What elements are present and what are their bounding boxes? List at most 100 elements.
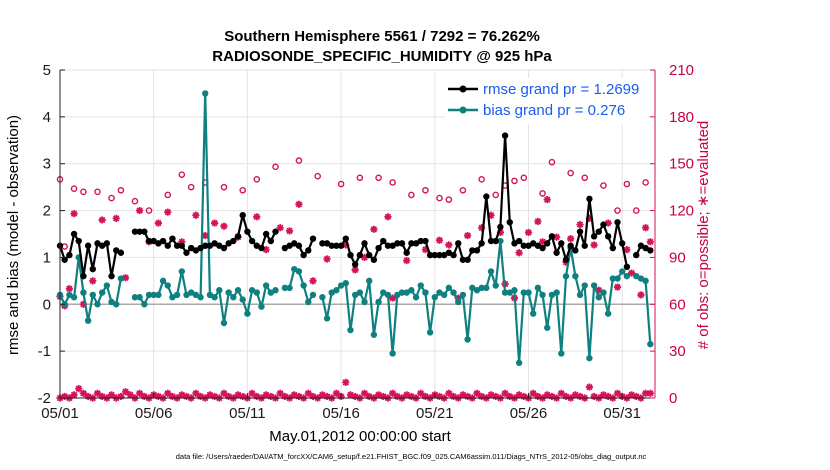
y-tick-label: 2 bbox=[43, 203, 51, 220]
bias-point bbox=[84, 317, 92, 324]
obs-evaluated-marker bbox=[323, 392, 331, 401]
obs-evaluated-marker bbox=[646, 238, 654, 246]
chart-title: Southern Hemisphere 5561 / 7292 = 76.262… bbox=[224, 28, 540, 45]
rmse-point bbox=[422, 237, 429, 245]
obs-evaluated-marker bbox=[501, 389, 509, 397]
obs-evaluated-marker bbox=[524, 228, 533, 237]
obs-evaluated-marker bbox=[421, 392, 430, 401]
obs-evaluated-marker bbox=[84, 392, 92, 401]
obs-evaluated-marker bbox=[384, 213, 392, 221]
obs-evaluated-marker bbox=[417, 389, 425, 397]
obs-evaluated-marker bbox=[351, 392, 359, 401]
obs-evaluated-marker bbox=[182, 392, 191, 401]
obs-evaluated-marker bbox=[534, 392, 542, 401]
legend-rmse-marker bbox=[459, 85, 467, 93]
obs-possible-marker bbox=[581, 174, 589, 182]
obs-evaluated-marker bbox=[487, 211, 495, 219]
rmse-point bbox=[431, 251, 439, 259]
data-file-footnote: data file: /Users/raeder/DAI/ATM_forcXX/… bbox=[176, 452, 647, 461]
rmse-point bbox=[436, 251, 443, 259]
obs-evaluated-marker bbox=[604, 392, 612, 401]
bias-point bbox=[501, 289, 509, 296]
obs-possible-marker bbox=[314, 172, 321, 180]
rmse-point bbox=[515, 237, 523, 245]
y-axis-label: rmse and bias (model - observation) bbox=[5, 115, 22, 355]
y-right-tick-label: 120 bbox=[669, 203, 694, 220]
obs-evaluated-marker bbox=[267, 392, 275, 401]
y-right-tick-label: 30 bbox=[669, 343, 686, 360]
obs-possible-marker bbox=[567, 169, 574, 177]
rmse-point bbox=[117, 249, 125, 256]
obs-evaluated-marker bbox=[276, 224, 284, 232]
bias-point bbox=[586, 354, 593, 362]
obs-evaluated-marker bbox=[389, 389, 397, 397]
obs-evaluated-marker bbox=[192, 389, 200, 397]
x-tick-label: 05/06 bbox=[135, 405, 173, 422]
obs-evaluated-marker bbox=[154, 219, 162, 227]
rmse-point bbox=[586, 195, 593, 203]
obs-evaluated-marker bbox=[585, 214, 594, 222]
legend-bias-marker bbox=[459, 106, 467, 114]
bias-point bbox=[98, 289, 106, 296]
obs-evaluated-marker bbox=[463, 392, 472, 401]
rmse-point bbox=[131, 228, 139, 235]
rmse-point bbox=[576, 228, 584, 235]
obs-possible-marker bbox=[459, 186, 467, 194]
rmse-point bbox=[351, 261, 359, 268]
obs-evaluated-marker bbox=[98, 216, 106, 224]
obs-evaluated-marker bbox=[121, 274, 130, 282]
bias-point bbox=[623, 272, 631, 280]
rmse-point bbox=[347, 251, 354, 259]
obs-evaluated-marker bbox=[309, 392, 317, 401]
obs-evaluated-marker bbox=[623, 246, 631, 254]
obs-evaluated-marker bbox=[107, 391, 116, 399]
obs-evaluated-marker bbox=[253, 213, 261, 221]
rmse-point bbox=[539, 244, 546, 252]
bias-point bbox=[529, 310, 537, 317]
obs-evaluated-marker bbox=[79, 389, 88, 397]
rmse-point bbox=[403, 249, 410, 256]
bias-point bbox=[534, 284, 542, 292]
chart-subtitle: RADIOSONDE_SPECIFIC_HUMIDITY @ 925 hPa bbox=[212, 48, 552, 65]
rmse-point bbox=[244, 228, 251, 235]
rmse-point bbox=[173, 242, 181, 249]
bias-point bbox=[384, 291, 392, 299]
obs-evaluated-marker bbox=[220, 222, 228, 230]
bias-point bbox=[253, 289, 260, 296]
obs-evaluated-marker bbox=[178, 391, 186, 399]
obs-evaluated-marker bbox=[379, 392, 387, 401]
rmse-point bbox=[492, 237, 499, 245]
x-tick-label: 05/31 bbox=[603, 405, 641, 422]
bias-point bbox=[487, 268, 495, 275]
obs-evaluated-marker bbox=[70, 210, 78, 218]
obs-evaluated-marker bbox=[234, 391, 242, 399]
bias-point bbox=[286, 284, 293, 292]
obs-evaluated-marker bbox=[487, 391, 495, 399]
obs-evaluated-marker bbox=[61, 392, 69, 401]
obs-evaluated-marker bbox=[407, 392, 415, 401]
obs-evaluated-marker bbox=[140, 392, 148, 401]
rmse-point bbox=[558, 240, 565, 247]
rmse-point bbox=[136, 228, 143, 235]
bias-point bbox=[202, 90, 209, 97]
obs-evaluated-marker bbox=[515, 391, 523, 399]
rmse-point bbox=[417, 237, 424, 245]
obs-evaluated-marker bbox=[154, 392, 162, 401]
rmse-point bbox=[375, 244, 382, 252]
obs-possible-marker bbox=[623, 180, 631, 188]
bias-line bbox=[321, 239, 628, 364]
bias-point bbox=[614, 275, 621, 282]
rmse-point bbox=[633, 251, 640, 259]
rmse-point bbox=[398, 240, 406, 247]
y-tick-label: -1 bbox=[38, 343, 51, 360]
obs-possible-marker bbox=[389, 179, 396, 186]
obs-evaluated-marker bbox=[253, 392, 261, 401]
obs-evaluated-marker bbox=[567, 235, 575, 243]
rmse-point bbox=[159, 237, 167, 245]
rmse-point bbox=[408, 240, 415, 247]
rmse-point bbox=[183, 249, 190, 256]
rmse-point bbox=[581, 242, 588, 249]
bias-point bbox=[173, 291, 181, 299]
obs-evaluated-marker bbox=[360, 389, 369, 397]
